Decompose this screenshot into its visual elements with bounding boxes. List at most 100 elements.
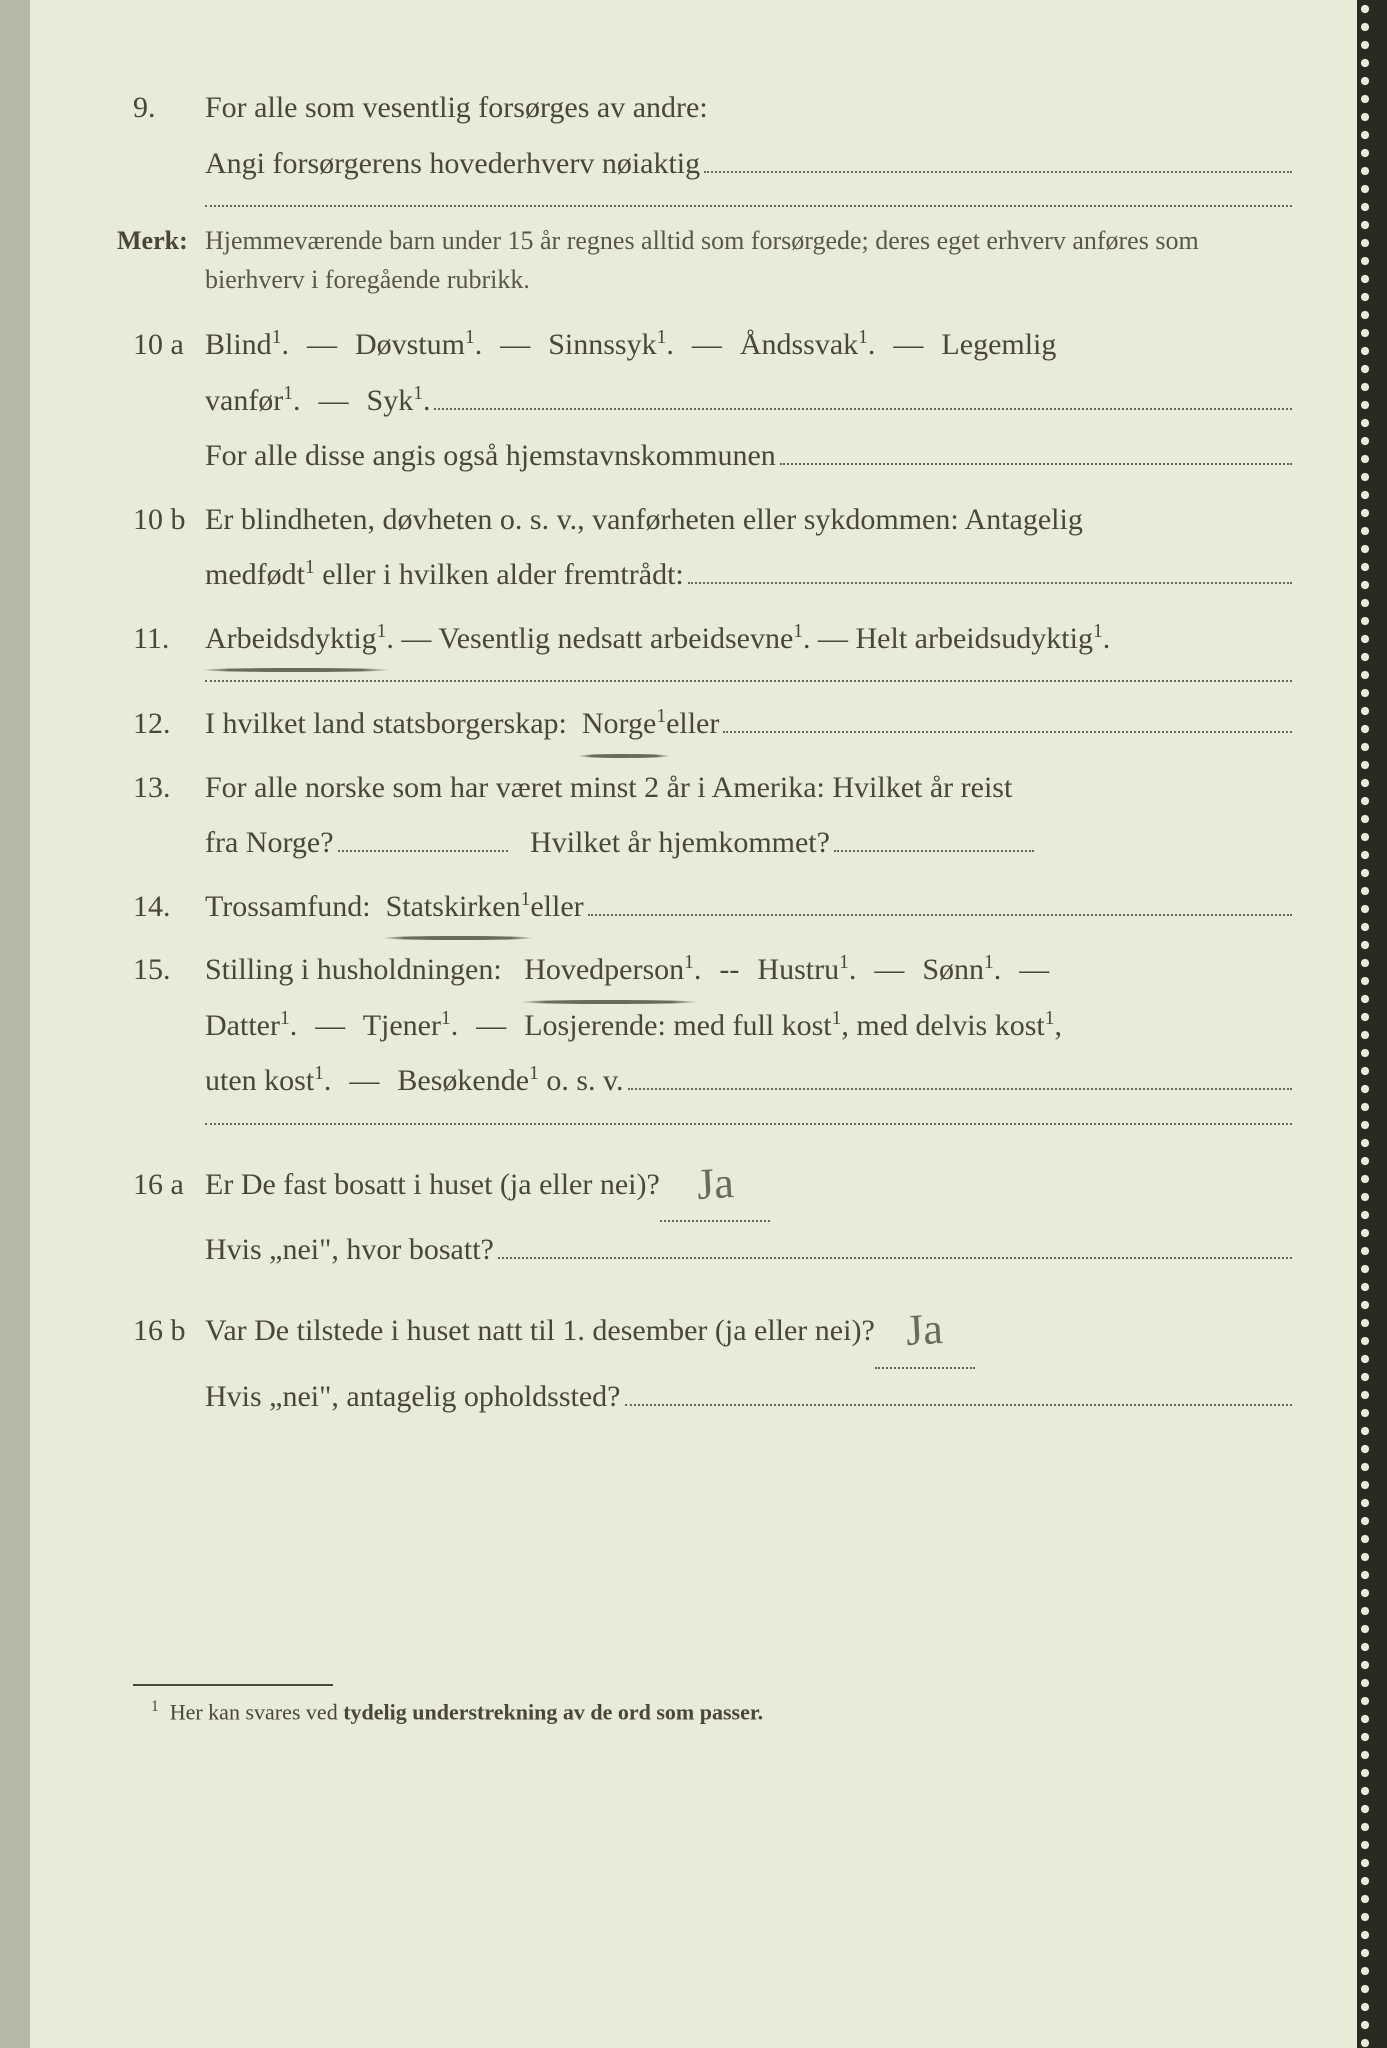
opt-tjener[interactable]: Tjener1 bbox=[363, 1009, 451, 1042]
opt-hovedperson[interactable]: Hovedperson1 bbox=[524, 942, 694, 998]
q16b-sub: Hvis „nei", antagelig opholdssted? bbox=[205, 1369, 621, 1425]
question-10b: 10 b Er blindheten, døvheten o. s. v., v… bbox=[115, 492, 1292, 603]
q16b-line2: Hvis „nei", antagelig opholdssted? bbox=[205, 1369, 1292, 1425]
q16b-number: 16 b bbox=[115, 1303, 205, 1359]
merk-note: Merk: Hjemmeværende barn under 15 år reg… bbox=[115, 221, 1292, 299]
footnote-text-a: Her kan svares ved bbox=[170, 1700, 344, 1725]
q9-extra-line[interactable] bbox=[205, 205, 1292, 207]
q15-osv: o. s. v. bbox=[539, 1064, 624, 1097]
q15-prefix: Stilling i husholdningen: bbox=[205, 953, 502, 986]
q14-content: Trossamfund: Statskirken1 eller bbox=[205, 879, 1292, 935]
opt-hustru[interactable]: Hustru1 bbox=[757, 953, 848, 986]
question-15: 15. Stilling i husholdningen: Hovedperso… bbox=[115, 942, 1292, 1109]
q10b-line2: medfødt1 eller i hvilken alder fremtrådt… bbox=[205, 547, 1292, 603]
opt-sonn[interactable]: Sønn1 bbox=[922, 953, 993, 986]
q15-line3: uten kost1. — Besøkende1 o. s. v. bbox=[205, 1053, 1292, 1109]
q16a-content: Er De fast bosatt i huset (ja eller nei)… bbox=[205, 1139, 1292, 1278]
q15-fill[interactable] bbox=[628, 1057, 1292, 1090]
opt-dovstum[interactable]: Døvstum bbox=[355, 328, 465, 361]
opt-besokende[interactable]: Besøkende1 bbox=[397, 1064, 538, 1097]
question-13: 13. For alle norske som har været minst … bbox=[115, 760, 1292, 871]
q16a-number: 16 a bbox=[115, 1157, 205, 1213]
q15-number: 15. bbox=[115, 942, 205, 998]
opt-norge[interactable]: Norge1 bbox=[582, 696, 666, 752]
q16b-content: Var De tilstede i huset natt til 1. dese… bbox=[205, 1285, 1292, 1424]
opt-syk[interactable]: Syk bbox=[367, 384, 414, 417]
q10a-line3-text: For alle disse angis også hjemstavnskomm… bbox=[205, 428, 776, 484]
perforated-edge bbox=[1357, 0, 1387, 2048]
q12-content: I hvilket land statsborgerskap: Norge1 e… bbox=[205, 696, 1292, 752]
footnote-text-b: tydelig understrekning av de ord som pas… bbox=[343, 1700, 763, 1725]
q13-number: 13. bbox=[115, 760, 205, 816]
q10b-fill[interactable] bbox=[688, 551, 1292, 584]
q13-b: Hvilket år hjemkommet? bbox=[530, 815, 830, 871]
q10b-rest: eller i hvilken alder fremtrådt: bbox=[315, 558, 684, 591]
q16b-fill[interactable] bbox=[625, 1373, 1293, 1406]
section-divider-2 bbox=[205, 1123, 1292, 1125]
q10a-options-line2: vanfør1. — Syk1. bbox=[205, 373, 1292, 429]
q10a-fill2[interactable] bbox=[780, 432, 1292, 465]
question-10a: 10 a Blind1. — Døvstum1. — Sinnssyk1. — … bbox=[115, 317, 1292, 484]
q9-fill[interactable] bbox=[704, 140, 1292, 173]
opt-losjerende-delvis[interactable]: , med delvis kost1 bbox=[841, 1009, 1054, 1042]
q16b-q: Var De tilstede i huset natt til 1. dese… bbox=[205, 1303, 875, 1359]
opt-udyktig[interactable]: Helt arbeidsudyktig1 bbox=[856, 622, 1103, 655]
opt-nedsatt[interactable]: Vesentlig nedsatt arbeidsevne1 bbox=[438, 622, 803, 655]
opt-datter[interactable]: Datter1 bbox=[205, 1009, 290, 1042]
question-9: 9. For alle som vesentlig forsørges av a… bbox=[115, 80, 1292, 191]
opt-statskirken[interactable]: Statskirken1 bbox=[386, 879, 531, 935]
section-divider-1 bbox=[205, 680, 1292, 682]
q16a-fill[interactable] bbox=[498, 1226, 1292, 1259]
q10a-fill1[interactable] bbox=[434, 377, 1292, 410]
merk-label: Merk: bbox=[115, 221, 205, 260]
q15-line1: Stilling i husholdningen: Hovedperson1. … bbox=[205, 942, 1292, 998]
question-14: 14. Trossamfund: Statskirken1 eller bbox=[115, 879, 1292, 935]
q16b-line1: Var De tilstede i huset natt til 1. dese… bbox=[205, 1285, 1292, 1368]
q16a-sub: Hvis „nei", hvor bosatt? bbox=[205, 1222, 494, 1278]
opt-blind[interactable]: Blind bbox=[205, 328, 272, 361]
q9-line1: For alle som vesentlig forsørges av andr… bbox=[205, 80, 1292, 136]
q14-suffix: eller bbox=[530, 879, 583, 935]
q13-line2: fra Norge? Hvilket år hjemkommet? bbox=[205, 815, 1292, 871]
q16a-q: Er De fast bosatt i huset (ja eller nei)… bbox=[205, 1157, 660, 1213]
opt-losjerende-full[interactable]: Losjerende: med full kost1 bbox=[524, 1009, 841, 1042]
q16b-answer: Ja bbox=[904, 1288, 945, 1371]
q14-fill[interactable] bbox=[588, 883, 1292, 916]
q12-fill[interactable] bbox=[723, 700, 1292, 733]
opt-arbeidsdyktig[interactable]: Arbeidsdyktig1 bbox=[205, 611, 386, 667]
q13-fill1[interactable] bbox=[338, 819, 508, 852]
opt-sinnssyk[interactable]: Sinnssyk bbox=[548, 328, 656, 361]
footnote: 1 Her kan svares ved tydelig understrekn… bbox=[151, 1698, 1292, 1725]
census-form-page: 9. For alle som vesentlig forsørges av a… bbox=[30, 0, 1357, 2048]
q9-line2-text: Angi forsørgerens hovederhverv nøiaktig bbox=[205, 136, 700, 192]
q16a-answer-field[interactable]: Ja bbox=[660, 1139, 770, 1222]
q10a-number: 10 a bbox=[115, 317, 205, 373]
q9-number: 9. bbox=[115, 80, 205, 136]
merk-text: Hjemmeværende barn under 15 år regnes al… bbox=[205, 221, 1292, 299]
q15-content: Stilling i husholdningen: Hovedperson1. … bbox=[205, 942, 1292, 1109]
opt-uten-kost[interactable]: uten kost1 bbox=[205, 1064, 324, 1097]
q11-content: Arbeidsdyktig1. — Vesentlig nedsatt arbe… bbox=[205, 611, 1292, 667]
q14-prefix: Trossamfund: bbox=[205, 879, 371, 935]
q12-number: 12. bbox=[115, 696, 205, 752]
q10b-line1: Er blindheten, døvheten o. s. v., vanfør… bbox=[205, 492, 1292, 548]
q13-fill2[interactable] bbox=[834, 819, 1034, 852]
footnote-marker: 1 bbox=[151, 1698, 159, 1715]
question-16b: 16 b Var De tilstede i huset natt til 1.… bbox=[115, 1285, 1292, 1424]
q10a-content: Blind1. — Døvstum1. — Sinnssyk1. — Åndss… bbox=[205, 317, 1292, 484]
opt-andssvak[interactable]: Åndssvak bbox=[740, 328, 858, 361]
q9-content: For alle som vesentlig forsørges av andr… bbox=[205, 80, 1292, 191]
question-16a: 16 a Er De fast bosatt i huset (ja eller… bbox=[115, 1139, 1292, 1278]
q13-a: fra Norge? bbox=[205, 815, 334, 871]
question-12: 12. I hvilket land statsborgerskap: Norg… bbox=[115, 696, 1292, 752]
q10b-medfodt[interactable]: medfødt bbox=[205, 558, 305, 591]
question-11: 11. Arbeidsdyktig1. — Vesentlig nedsatt … bbox=[115, 611, 1292, 667]
q14-number: 14. bbox=[115, 879, 205, 935]
q16a-line2: Hvis „nei", hvor bosatt? bbox=[205, 1222, 1292, 1278]
q16b-answer-field[interactable]: Ja bbox=[875, 1285, 975, 1368]
q10b-number: 10 b bbox=[115, 492, 205, 548]
q11-number: 11. bbox=[115, 611, 205, 667]
q10a-line3: For alle disse angis også hjemstavnskomm… bbox=[205, 428, 1292, 484]
q16a-answer: Ja bbox=[694, 1142, 735, 1225]
q9-line2: Angi forsørgerens hovederhverv nøiaktig bbox=[205, 136, 1292, 192]
